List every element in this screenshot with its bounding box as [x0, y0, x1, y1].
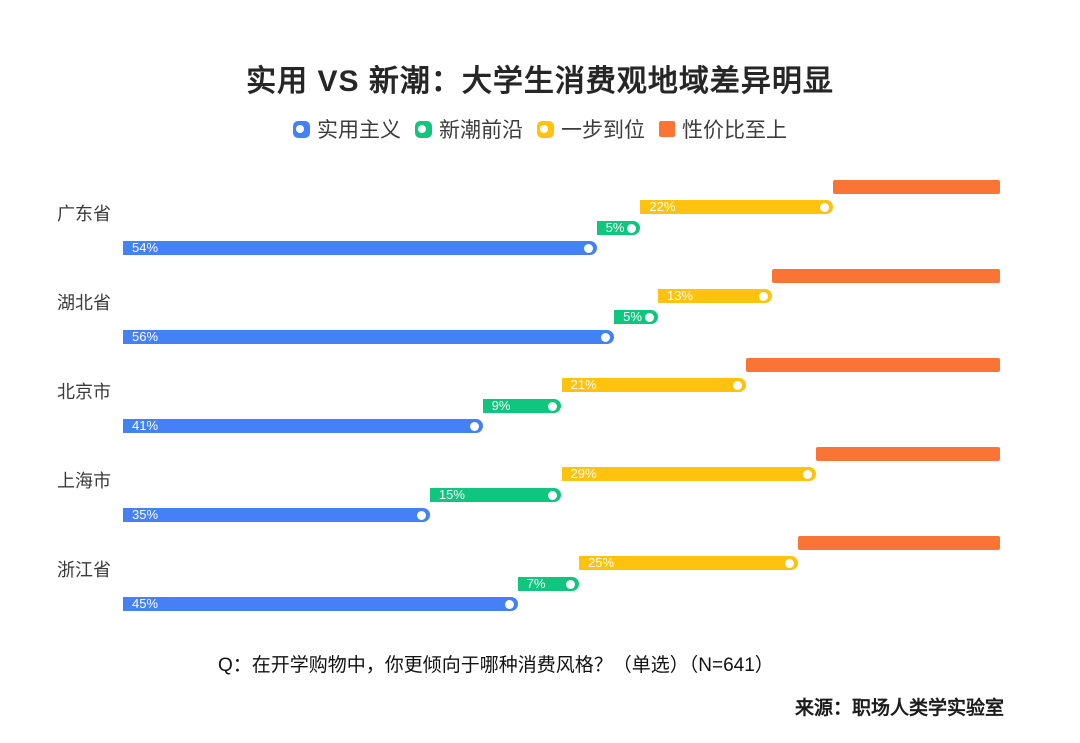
bar-segment-one-step: 22% [640, 199, 834, 214]
legend-item-one-step: 一步到位 [537, 114, 645, 144]
legend-square-icon [659, 121, 675, 137]
chart-title: 实用 VS 新潮：大学生消费观地域差异明显 [246, 65, 834, 98]
category-label: 湖北省 [57, 293, 111, 313]
category-label: 北京市 [57, 382, 111, 402]
bar-segment-one-step: 13% [658, 289, 772, 303]
survey-question-text: Q：在开学购物中，你更倾向于哪种消费风格？（单选）（N=641） [218, 655, 774, 676]
legend-dot-pill-icon [537, 120, 554, 138]
legend-dot-pill-icon [415, 120, 432, 138]
bar-endpoint-dot-icon [601, 332, 611, 342]
bar-segment-trendy: 5% [614, 310, 658, 324]
bar-segment-practical: 54% [123, 241, 597, 255]
category-label: 广东省 [57, 204, 111, 224]
category-label: 上海市 [57, 471, 111, 491]
bar-value-label: 21% [570, 377, 597, 392]
bar-value-label: 7% [526, 576, 546, 591]
bar-value-label: 5% [605, 220, 625, 235]
bar-segment-value-first [798, 536, 1000, 550]
bar-value-label: 56% [132, 329, 159, 344]
bar-segment-trendy: 5% [596, 220, 641, 235]
bar-endpoint-dot-icon [469, 421, 479, 431]
legend-label: 一步到位 [561, 119, 645, 142]
bar-value-label: 54% [132, 240, 159, 255]
bar-endpoint-dot-icon [802, 469, 812, 479]
bar-endpoint-dot-icon [644, 312, 654, 322]
bar-endpoint-dot-icon [583, 243, 593, 253]
legend-label: 新潮前沿 [439, 119, 523, 142]
bar-segment-one-step: 25% [579, 555, 799, 570]
legend-item-practical: 实用主义 [293, 114, 401, 144]
bar-value-label: 15% [438, 487, 465, 502]
category-label: 浙江省 [57, 560, 111, 580]
bar-endpoint-dot-icon [759, 291, 768, 301]
legend-label: 实用主义 [317, 119, 401, 142]
bar-segment-practical: 41% [123, 419, 483, 433]
bar-endpoint-dot-icon [504, 599, 514, 609]
bar-segment-practical: 45% [123, 597, 518, 611]
bar-endpoint-dot-icon [820, 202, 830, 212]
bar-endpoint-dot-icon [785, 558, 795, 568]
bar-segment-trendy: 9% [482, 398, 562, 413]
legend-item-trendy: 新潮前沿 [415, 114, 523, 144]
bar-value-label: 41% [132, 418, 159, 433]
bar-value-label: 5% [623, 309, 642, 324]
bar-segment-value-first [833, 180, 1000, 194]
bar-segment-one-step: 29% [561, 466, 816, 481]
bar-segment-practical: 35% [123, 508, 430, 522]
legend-dot-pill-icon [293, 120, 310, 138]
bar-endpoint-dot-icon [565, 579, 575, 589]
bar-segment-value-first [745, 358, 1000, 372]
chart-legend: 实用主义 新潮前沿 一步到位 性价比至上 [0, 114, 1080, 144]
bar-value-label: 45% [132, 596, 159, 611]
bar-endpoint-dot-icon [627, 223, 637, 233]
legend-label: 性价比至上 [682, 119, 787, 142]
bar-segment-value-first [772, 269, 1000, 283]
legend-item-value-first: 性价比至上 [659, 114, 787, 144]
bar-segment-trendy: 15% [429, 487, 562, 502]
bar-segment-practical: 56% [123, 329, 615, 344]
bar-segment-one-step: 21% [561, 377, 746, 392]
source-attribution: 来源：职场人类学实验室 [794, 698, 1004, 719]
bar-endpoint-dot-icon [548, 490, 558, 500]
bar-segment-value-first [815, 447, 1000, 461]
bar-endpoint-dot-icon [548, 401, 558, 411]
bar-segment-trendy: 7% [517, 576, 579, 591]
bar-endpoint-dot-icon [732, 380, 742, 390]
bar-value-label: 35% [132, 507, 159, 522]
bar-value-label: 13% [667, 288, 694, 303]
bar-value-label: 29% [570, 466, 597, 481]
bar-value-label: 25% [588, 555, 615, 570]
bar-value-label: 9% [491, 398, 511, 413]
bar-value-label: 22% [649, 199, 676, 214]
bar-endpoint-dot-icon [416, 510, 426, 520]
